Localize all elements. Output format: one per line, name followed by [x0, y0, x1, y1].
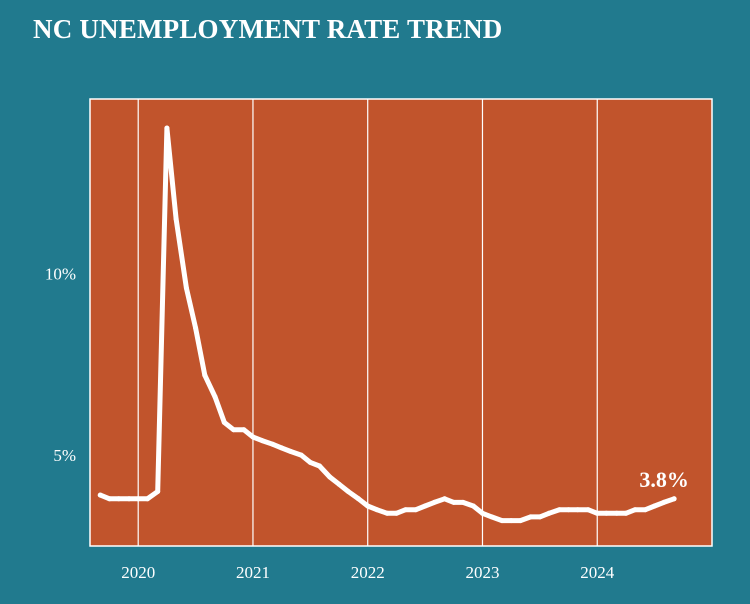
data-point: [97, 492, 103, 498]
data-point: [126, 496, 132, 502]
data-point: [288, 449, 294, 454]
data-point: [259, 438, 265, 444]
data-point: [365, 503, 371, 509]
x-tick-label: 2023: [465, 563, 499, 582]
data-point: [345, 489, 351, 494]
data-point: [508, 518, 514, 524]
data-point: [546, 510, 552, 516]
data-point: [393, 510, 399, 516]
data-point: [537, 514, 543, 520]
data-point: [327, 474, 333, 480]
data-point: [374, 507, 380, 513]
data-point: [279, 445, 285, 451]
data-point: [603, 510, 609, 516]
data-point: [202, 372, 208, 378]
data-point: [422, 503, 428, 509]
data-point: [298, 452, 304, 458]
data-point: [250, 434, 256, 440]
data-point: [594, 510, 600, 516]
data-point: [155, 489, 161, 494]
data-point: [241, 427, 247, 433]
x-tick-label: 2021: [236, 563, 270, 582]
data-point: [307, 459, 313, 465]
latest-value-label: 3.8%: [639, 467, 689, 492]
data-point: [480, 510, 485, 516]
data-point: [528, 514, 534, 520]
data-point: [336, 481, 342, 487]
data-point: [183, 285, 189, 291]
data-point: [270, 441, 275, 447]
y-axis-ticks: 5% 10%: [45, 264, 76, 465]
data-point: [470, 503, 476, 509]
data-point: [317, 463, 322, 469]
data-point: [413, 507, 419, 513]
data-point: [451, 499, 457, 505]
data-point: [460, 499, 466, 505]
data-point: [193, 325, 199, 331]
gridlines: [137, 99, 598, 546]
data-point: [173, 216, 179, 222]
x-tick-label: 2024: [580, 563, 615, 582]
data-point: [212, 394, 218, 400]
data-point: [499, 518, 505, 524]
data-point: [671, 496, 677, 502]
data-point: [652, 503, 658, 509]
data-point: [221, 419, 227, 425]
data-point: [614, 510, 620, 516]
data-point: [356, 496, 361, 502]
data-point: [403, 507, 409, 513]
data-point: [575, 507, 581, 513]
data-point: [566, 507, 571, 513]
data-point: [135, 496, 141, 502]
data-point: [144, 496, 150, 502]
data-point: [642, 507, 648, 513]
data-point: [556, 507, 562, 513]
y-tick-label: 10%: [45, 264, 76, 283]
x-tick-label: 2022: [351, 563, 385, 582]
data-point: [489, 514, 495, 520]
data-point: [164, 125, 170, 131]
data-point: [661, 499, 667, 505]
x-axis-ticks: 2020 2021 2022 2023 2024: [121, 563, 615, 582]
data-points: [97, 125, 677, 524]
data-point: [632, 507, 638, 513]
data-point: [231, 427, 236, 433]
data-point: [442, 496, 448, 502]
plot-area: [89, 98, 713, 547]
data-point: [517, 518, 523, 524]
data-point: [585, 507, 591, 513]
y-tick-label: 5%: [53, 446, 76, 465]
data-point: [107, 496, 112, 502]
chart-title: NC UNEMPLOYMENT RATE TREND: [33, 14, 503, 44]
data-point: [384, 510, 390, 516]
data-point: [116, 496, 122, 502]
data-point: [623, 510, 629, 516]
data-point: [431, 499, 437, 505]
x-tick-label: 2020: [121, 563, 155, 582]
